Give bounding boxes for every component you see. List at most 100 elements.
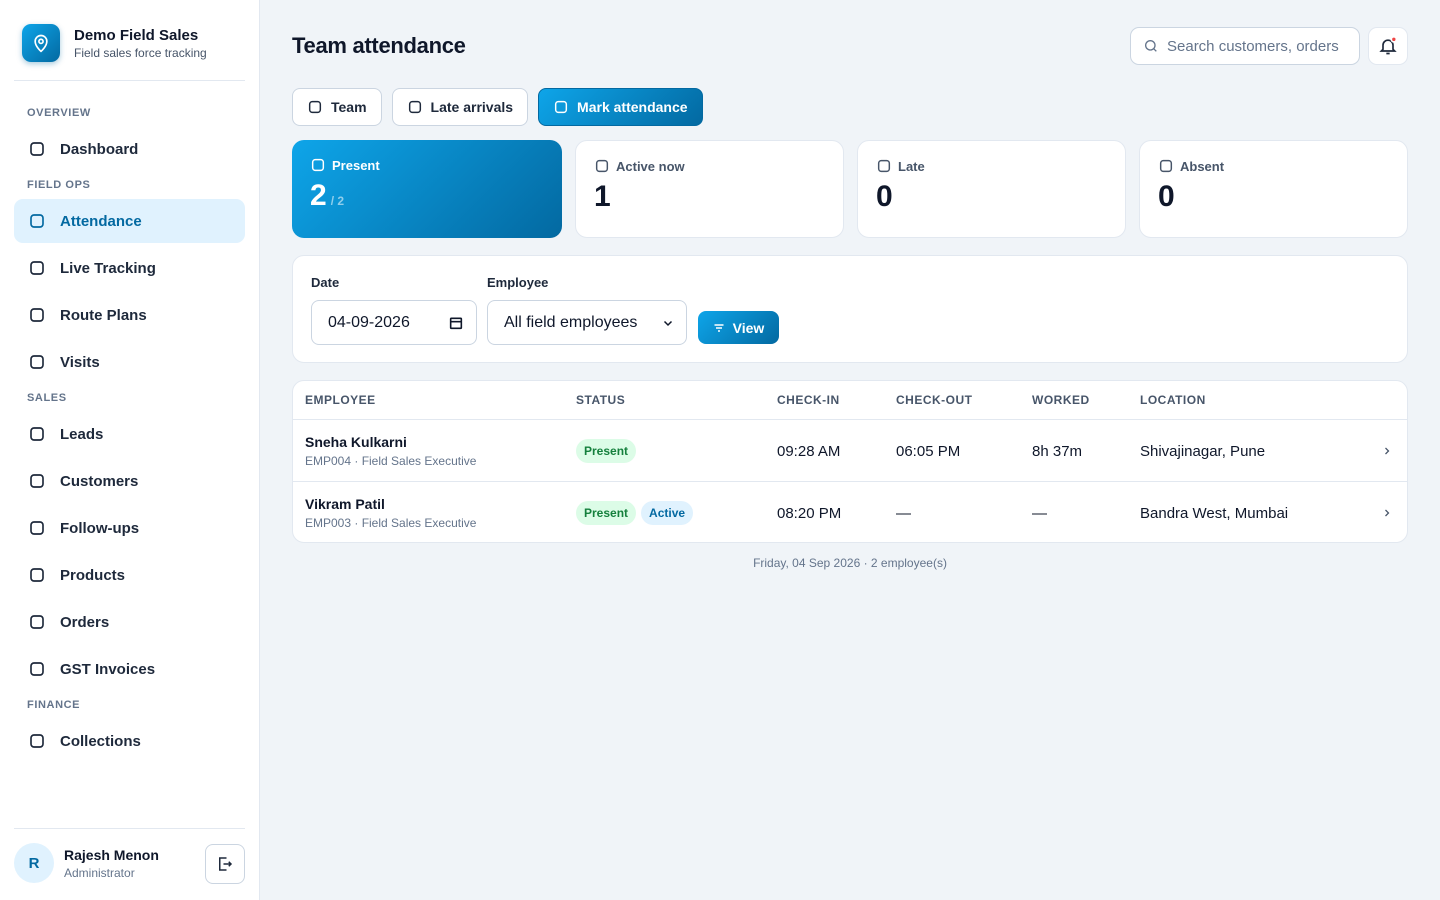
nav-item[interactable]: Attendance <box>14 199 245 243</box>
nav-section-heading: SALES <box>27 392 67 404</box>
nav-item-label: Visits <box>60 353 100 371</box>
employee-detail: EMP003 · Field Sales Executive <box>305 516 477 530</box>
nav-item[interactable]: Visits <box>14 340 245 384</box>
table-row[interactable]: Vikram Patil EMP003 · Field Sales Executi… <box>293 481 1407 542</box>
stat-value: 1 <box>594 180 611 213</box>
employee-name: Sneha Kulkarni <box>305 434 407 450</box>
tab-label: Late arrivals <box>430 99 514 115</box>
brand-subtitle: Field sales force tracking <box>74 45 207 60</box>
employee-label: Employee <box>487 275 549 290</box>
icon <box>1159 159 1173 173</box>
icon <box>30 355 44 369</box>
stat-label-text: Absent <box>1180 158 1225 174</box>
tab-label: Mark attendance <box>577 99 688 115</box>
icon <box>30 261 44 275</box>
icon <box>30 308 44 322</box>
column-header: STATUS <box>576 393 626 407</box>
stats: Present 2/ 2 Active now 1 Late 0 Absent 0 <box>292 140 1408 238</box>
nav-item-label: Products <box>60 566 126 584</box>
stat-value-row: 0 <box>1158 180 1389 214</box>
status-cell: Present <box>576 420 637 482</box>
status-badge: Active <box>641 501 694 525</box>
attendance-table: EMPLOYEE STATUS CHECK-IN CHECK-OUT WORKED LOC… <box>292 380 1408 543</box>
row-chevron <box>1381 420 1393 482</box>
stat-value: 2 <box>310 179 327 212</box>
icon <box>595 159 609 173</box>
avatar: R <box>14 843 54 883</box>
notifications-button[interactable] <box>1368 27 1408 65</box>
icon <box>30 568 44 582</box>
date-input[interactable]: 04-09-2026 <box>311 300 477 345</box>
nav-item[interactable]: GST Invoices <box>14 647 245 691</box>
nav-item-label: Customers <box>60 472 139 490</box>
stat-value-row: 1 <box>594 180 825 214</box>
stat-label-text: Late <box>898 158 925 174</box>
sidebar: Demo Field Sales Field sales force tracki… <box>0 0 260 900</box>
stat-label-text: Present <box>332 157 380 173</box>
column-header: LOCATION <box>1140 393 1206 407</box>
status-cell: Present Active <box>576 482 694 542</box>
column-header: CHECK-IN <box>777 393 840 407</box>
icon <box>30 615 44 629</box>
worked-cell: — <box>1032 504 1047 522</box>
status-badge: Present <box>576 501 637 525</box>
view-button[interactable]: View <box>698 311 779 344</box>
icon <box>877 159 891 173</box>
icon <box>30 521 44 535</box>
filter-panel: Date 04-09-2026 Employee All field emplo… <box>292 255 1408 363</box>
stat-value-row: 2/ 2 <box>310 179 544 213</box>
icon <box>30 734 44 748</box>
icon <box>30 214 44 228</box>
nav-item-label: Orders <box>60 613 110 631</box>
nav-section-heading: FIELD OPS <box>27 179 91 191</box>
icon <box>30 474 44 488</box>
nav-item[interactable]: Leads <box>14 412 245 456</box>
stat-suffix: / 2 <box>330 194 345 208</box>
nav-item-label: Leads <box>60 425 104 443</box>
logo <box>22 24 60 62</box>
nav-item-label: Dashboard <box>60 140 139 158</box>
search-placeholder: Search customers, orders <box>1167 37 1339 55</box>
stat-label: Absent <box>1158 158 1389 174</box>
tab-button[interactable]: Late arrivals <box>391 88 529 126</box>
user: R Rajesh Menon Administrator <box>14 828 245 884</box>
page-title: Team attendance <box>292 33 466 58</box>
icon <box>554 100 568 114</box>
check-in-cell: 08:20 PM <box>777 504 842 522</box>
nav-item-label: GST Invoices <box>60 660 156 678</box>
stat-label-text: Active now <box>616 158 685 174</box>
nav-item[interactable]: Orders <box>14 600 245 644</box>
status-badge: Present <box>576 439 637 463</box>
tab-button[interactable]: Mark attendance <box>538 88 703 126</box>
user-name: Rajesh Menon <box>64 846 159 863</box>
stat-value-row: 0 <box>876 180 1107 214</box>
column-header: WORKED <box>1032 393 1090 407</box>
chevron-icon <box>1385 447 1390 455</box>
icon <box>30 142 44 156</box>
stat-value: 0 <box>876 180 893 213</box>
nav: OVERVIEW Dashboard FIELD OPS Attendance Live… <box>14 80 245 766</box>
stat-label: Late <box>876 158 1107 174</box>
icon <box>30 427 44 441</box>
location-cell: Shivajinagar, Pune <box>1140 442 1266 460</box>
logout-button[interactable] <box>205 844 245 884</box>
nav-item[interactable]: Dashboard <box>14 127 245 171</box>
employee-cell: Sneha Kulkarni EMP004 · Field Sales Execu… <box>305 420 476 482</box>
nav-item[interactable]: Customers <box>14 459 245 503</box>
nav-item[interactable]: Route Plans <box>14 293 245 337</box>
table-row[interactable]: Sneha Kulkarni EMP004 · Field Sales Execu… <box>293 419 1407 481</box>
table-footer: Friday, 04 Sep 2026 · 2 employee(s) <box>753 556 947 570</box>
nav-item[interactable]: Collections <box>14 719 245 763</box>
stat-card: Active now 1 <box>575 140 844 238</box>
check-out-cell: 06:05 PM <box>896 442 961 460</box>
search-input[interactable]: Search customers, orders <box>1130 27 1360 65</box>
tab-button[interactable]: Team <box>292 88 382 126</box>
icon <box>408 100 421 114</box>
nav-item[interactable]: Products <box>14 553 245 597</box>
employee-select[interactable]: All field employees <box>487 300 687 345</box>
nav-item[interactable]: Live Tracking <box>14 246 245 290</box>
nav-item[interactable]: Follow-ups <box>14 506 245 550</box>
view-button-label: View <box>732 319 765 336</box>
check-in-cell: 09:28 AM <box>777 442 841 460</box>
